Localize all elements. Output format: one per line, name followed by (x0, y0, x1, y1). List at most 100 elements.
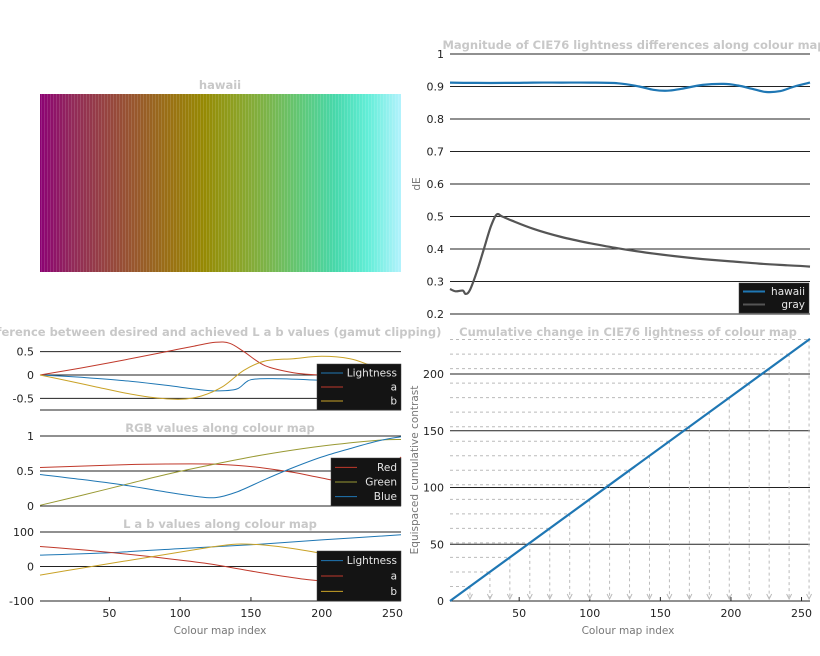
lab-xtick-label: 150 (240, 607, 261, 620)
lab-ytick-label: -100 (9, 595, 34, 608)
rgb-legend: Red Green Blue (330, 457, 402, 507)
cum-guide-arrow (486, 593, 493, 601)
diff-series-b (39, 355, 402, 400)
cum-guide-arrow (467, 593, 473, 601)
lab-xtick-label: 100 (170, 607, 191, 620)
cum-xtick-label: 50 (512, 607, 526, 620)
dE-legend-label: gray (781, 299, 805, 311)
diff-ytick-label: 0.5 (17, 346, 35, 359)
cum-xtick-label: 100 (579, 607, 600, 620)
cum-ytick-label: 150 (423, 425, 444, 438)
diff-axes: 0.5 0 -0.5 (13, 346, 401, 411)
cum-guide-arrow (646, 593, 653, 601)
rgb-ytick-label: 1 (27, 430, 34, 443)
lab-chart-title: L a b values along colour map (123, 517, 317, 531)
de-chart-title: Magnitude of CIE76 lightness differences… (442, 38, 820, 52)
cum-guide-arrow (786, 593, 793, 601)
lab-xtick-label: 200 (311, 607, 332, 620)
cum-guide-arrow (606, 593, 613, 601)
dE-legend-box (738, 282, 810, 314)
dE-ytick-label: 1 (437, 48, 444, 61)
de-chart: Magnitude of CIE76 lightness differences… (411, 38, 820, 321)
cumulative-chart: Cumulative change in CIE76 lightness of … (409, 325, 812, 637)
cum-guide-arrow (806, 593, 813, 601)
colormap-title: hawaii (199, 78, 241, 92)
cumulative-chart-title: Cumulative change in CIE76 lightness of … (459, 325, 797, 339)
cum-ytick-label: 0 (437, 595, 444, 608)
colormap-panel: hawaii (40, 78, 401, 272)
cum-guide-arrow (766, 593, 773, 601)
cum-guides (450, 339, 813, 601)
diff-ytick-label: -0.5 (13, 392, 34, 405)
cumulative-chart-ylabel: Equispaced cumulative contrast (409, 386, 421, 555)
dE-series (449, 81, 811, 296)
cum-xtick-label: 250 (791, 607, 812, 620)
diff-ytick-label: 0 (27, 369, 34, 382)
lab-xtick-label: 50 (102, 607, 116, 620)
cum-guide-arrow (626, 593, 633, 601)
cum-guide-arrow (566, 593, 573, 601)
diff-legend: Lightness ab (316, 363, 402, 411)
lab-ytick-label: 0 (27, 561, 34, 574)
dE-series-gray (449, 212, 811, 296)
gamut-diff-chart: Difference between desired and achieved … (0, 325, 441, 411)
diff-legend-label: b (390, 396, 397, 408)
gamut-diff-chart-title: Difference between desired and achieved … (0, 325, 441, 339)
cum-xtick-label: 200 (720, 607, 741, 620)
cum-axes: 0 50 100 150 200 50 100 150 200 250 (423, 368, 812, 620)
diff-legend-label: Lightness (347, 368, 397, 380)
cumulative-chart-xlabel: Colour map index (582, 625, 675, 637)
rgb-series-blue (39, 436, 402, 499)
dE-ytick-label: 0.6 (427, 178, 445, 191)
dE-ytick-label: 0.3 (427, 276, 445, 289)
colormap-stripes (40, 94, 401, 272)
lab-legend: Lightness ab (316, 550, 402, 602)
rgb-ytick-label: 0.5 (17, 465, 35, 478)
rgb-chart: RGB values along colour map 1 0.5 0 Red Gree… (17, 421, 402, 513)
rgb-legend-label: Green (365, 477, 397, 489)
lab-legend-label: Lightness (347, 555, 397, 567)
dE-ytick-label: 0.4 (427, 243, 445, 256)
de-chart-ylabel: dE (411, 177, 423, 190)
lab-ytick-label: 100 (13, 526, 34, 539)
cum-series (449, 338, 811, 602)
dE-ytick-label: 0.9 (427, 81, 445, 94)
dE-ytick-label: 0.5 (427, 211, 445, 224)
rgb-chart-title: RGB values along colour map (125, 421, 315, 435)
rgb-legend-label: Blue (374, 491, 397, 503)
dE-axes: 0.2 0.3 0.4 0.5 0.6 0.7 0.8 0.9 1 (427, 48, 810, 321)
cum-guide-arrow (666, 593, 673, 601)
cum-guide-arrow (546, 593, 553, 601)
cum-guide-arrow (526, 593, 533, 601)
rgb-ytick-label: 0 (27, 500, 34, 513)
cum-guide-arrow (506, 593, 513, 601)
lab-legend-label: b (390, 586, 397, 598)
lab-axes: 100 0 -100 50 100 150 200 250 (9, 526, 403, 620)
rgb-series-green (39, 439, 402, 506)
dE-grid (450, 53, 810, 315)
dE-legend-label: hawaii (771, 286, 805, 298)
cum-guide-arrow (686, 593, 693, 601)
dE-ytick-label: 0.7 (427, 146, 445, 159)
cum-series-line (449, 338, 811, 602)
cum-guide-arrow (726, 593, 733, 601)
dE-ytick-label: 0.8 (427, 113, 445, 126)
dE-ytick-label: 0.2 (427, 308, 445, 321)
cum-guide-arrow (586, 593, 593, 601)
cum-ytick-label: 100 (423, 482, 444, 495)
lab-chart: L a b values along colour map Colour map… (9, 517, 403, 637)
cum-guide-arrow (746, 593, 753, 601)
dE-series-hawaii (449, 81, 811, 94)
cum-ytick-label: 50 (430, 538, 444, 551)
cum-guide-arrow (706, 593, 713, 601)
rgb-legend-label: Red (377, 462, 397, 474)
cum-ytick-label: 200 (423, 368, 444, 381)
lab-chart-xlabel: Colour map index (174, 625, 267, 637)
lab-xtick-label: 250 (382, 607, 403, 620)
diff-legend-label: a (391, 382, 397, 394)
lab-legend-label: a (391, 571, 397, 583)
cum-xtick-label: 150 (650, 607, 671, 620)
